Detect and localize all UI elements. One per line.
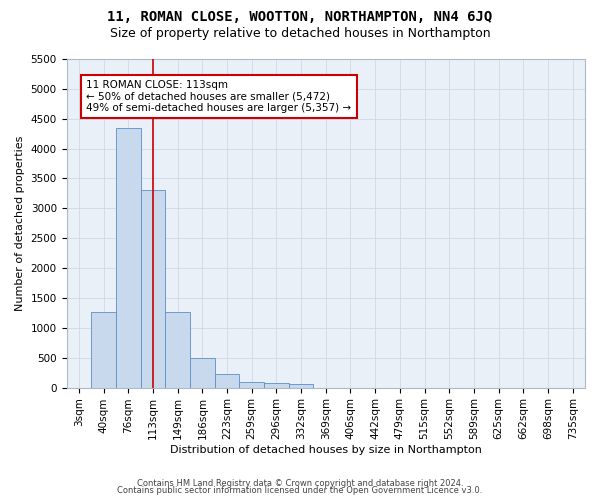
Text: 11, ROMAN CLOSE, WOOTTON, NORTHAMPTON, NN4 6JQ: 11, ROMAN CLOSE, WOOTTON, NORTHAMPTON, N… — [107, 10, 493, 24]
Y-axis label: Number of detached properties: Number of detached properties — [15, 136, 25, 311]
Bar — [190, 358, 215, 388]
Text: Contains HM Land Registry data © Crown copyright and database right 2024.: Contains HM Land Registry data © Crown c… — [137, 478, 463, 488]
Bar — [165, 312, 190, 388]
Text: Contains public sector information licensed under the Open Government Licence v3: Contains public sector information licen… — [118, 486, 482, 495]
Bar — [289, 384, 313, 388]
X-axis label: Distribution of detached houses by size in Northampton: Distribution of detached houses by size … — [170, 445, 482, 455]
Text: Size of property relative to detached houses in Northampton: Size of property relative to detached ho… — [110, 28, 490, 40]
Bar — [239, 382, 264, 388]
Bar — [215, 374, 239, 388]
Text: 11 ROMAN CLOSE: 113sqm
← 50% of detached houses are smaller (5,472)
49% of semi-: 11 ROMAN CLOSE: 113sqm ← 50% of detached… — [86, 80, 352, 113]
Bar — [140, 190, 165, 388]
Bar — [91, 312, 116, 388]
Bar — [116, 128, 140, 388]
Bar — [264, 383, 289, 388]
